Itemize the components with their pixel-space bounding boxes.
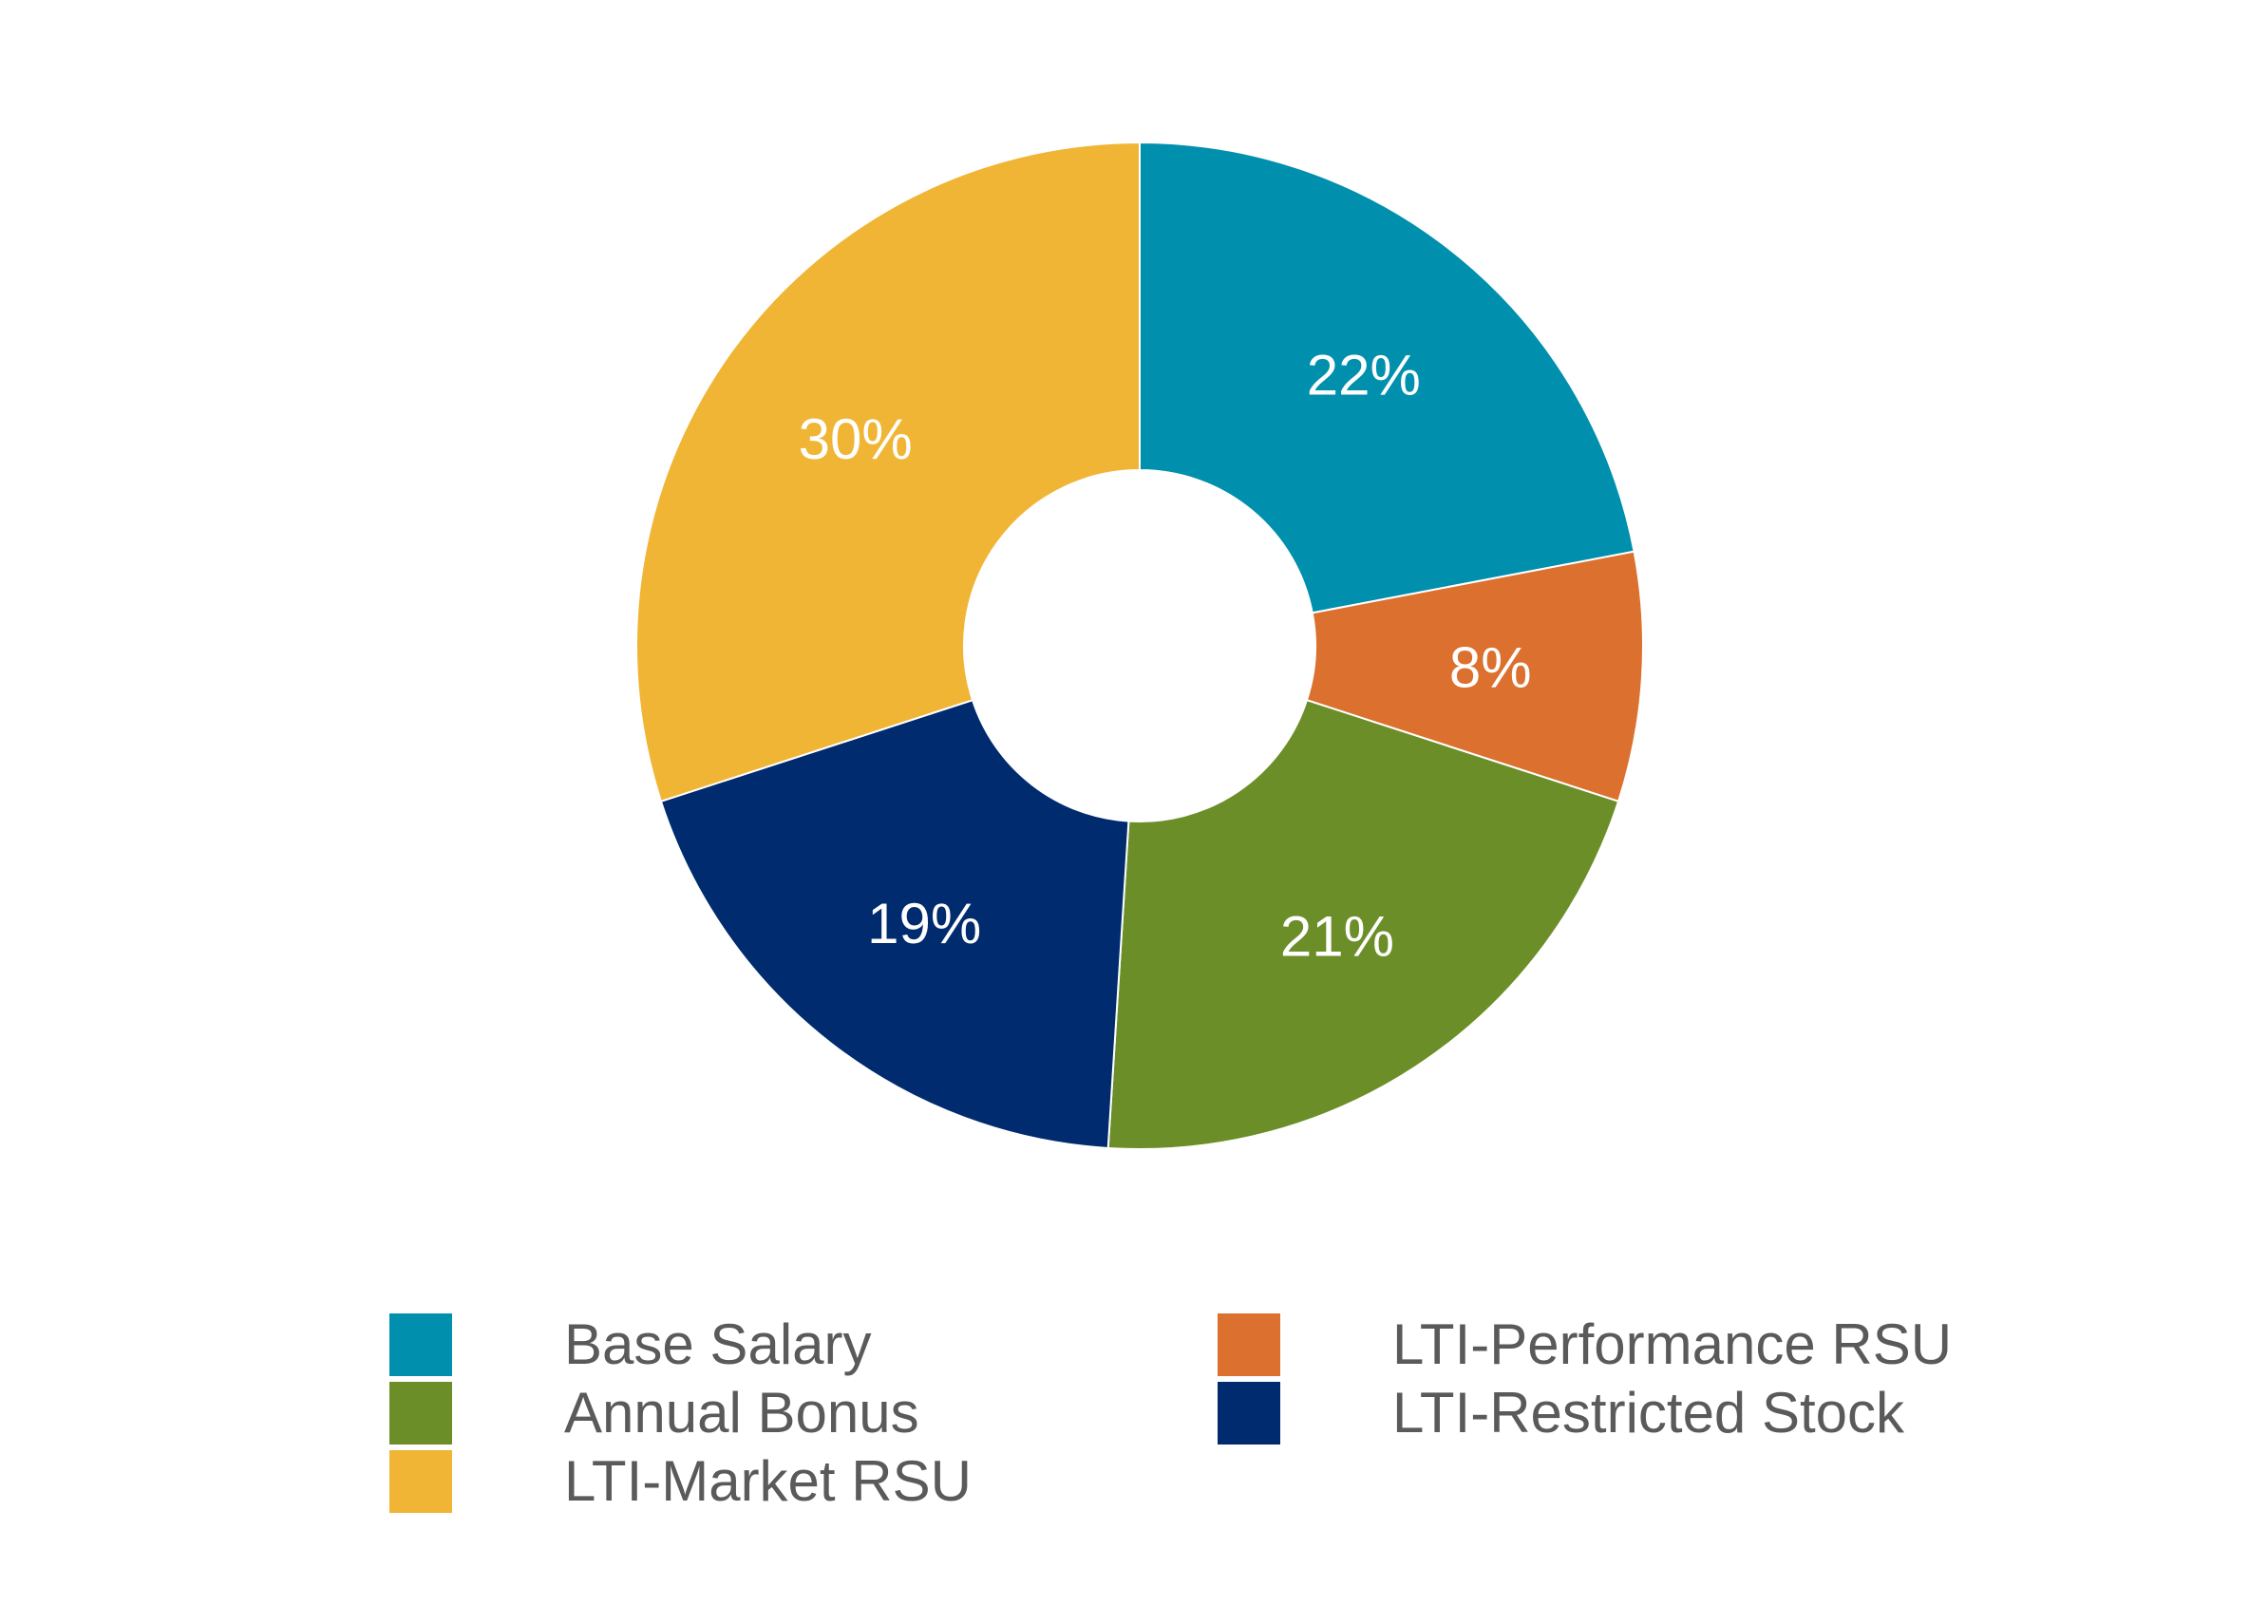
slice-base-salary [1139,141,1635,614]
slice-label-annual-bonus: 21% [1280,905,1394,969]
legend-item-lti-market-rsu: LTI-Market RSU [389,1447,972,1516]
slice-lti-market-rsu [635,141,1141,803]
legend-label-lti-market-rsu: LTI-Market RSU [564,1449,972,1513]
slice-label-lti-restricted-stock: 19% [867,892,981,955]
legend-swatch-lti-performance-rsu [1218,1313,1280,1376]
legend-item-base-salary: Base Salary [389,1311,972,1379]
legend-label-lti-restricted-stock: LTI-Restricted Stock [1392,1381,1905,1445]
legend-swatch-lti-market-rsu [389,1450,452,1513]
slice-annual-bonus [1106,698,1620,1150]
legend-swatch-base-salary [389,1313,452,1376]
legend-label-annual-bonus: Annual Bonus [564,1381,919,1445]
slice-label-lti-performance-rsu: 8% [1449,636,1532,700]
legend-swatch-annual-bonus [389,1382,452,1445]
legend-label-base-salary: Base Salary [564,1312,872,1376]
slice-label-base-salary: 22% [1307,343,1421,406]
slice-label-lti-market-rsu: 30% [799,407,913,471]
legend-swatch-lti-restricted-stock [1218,1382,1280,1445]
slice-lti-restricted-stock [659,698,1130,1150]
chart-legend: Base Salary Annual Bonus LTI-Market RSU … [389,1311,2004,1520]
legend-column-left: Base Salary Annual Bonus LTI-Market RSU [389,1311,972,1516]
donut-slices [635,141,1644,1150]
slice-lti-performance-rsu [1305,550,1644,803]
legend-item-annual-bonus: Annual Bonus [389,1379,972,1447]
legend-item-lti-restricted-stock: LTI-Restricted Stock [1218,1379,1952,1447]
legend-label-lti-performance-rsu: LTI-Performance RSU [1392,1312,1953,1376]
donut-slice-labels: 22% 8% 21% 19% 30% [799,343,1532,968]
legend-column-right: LTI-Performance RSU LTI-Restricted Stock [1218,1311,1952,1447]
legend-item-lti-performance-rsu: LTI-Performance RSU [1218,1311,1952,1379]
